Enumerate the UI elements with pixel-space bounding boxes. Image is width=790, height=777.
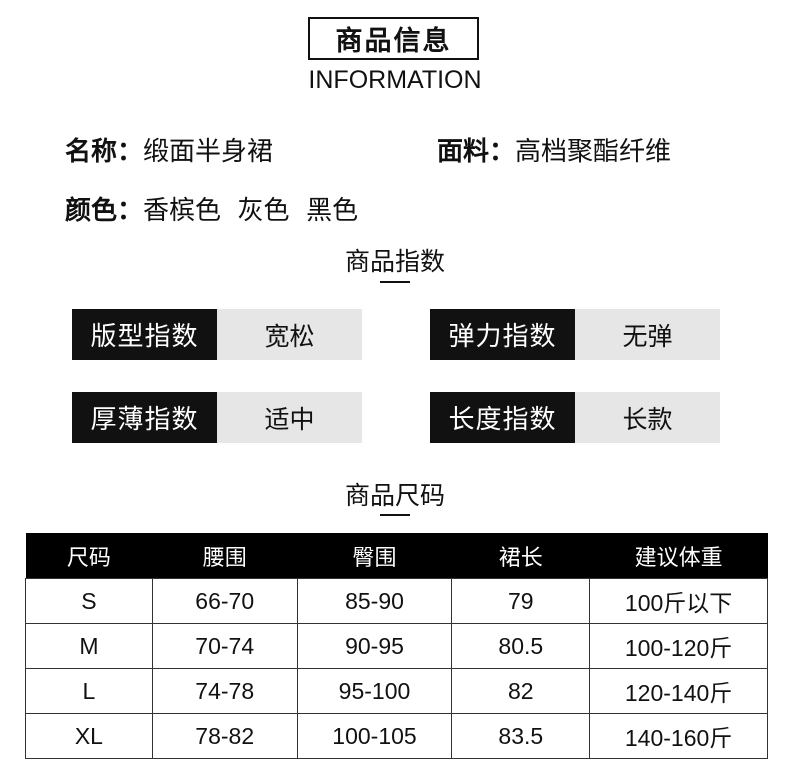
info-name: 名称：缎面半身裙 (65, 131, 273, 168)
index-key: 长度指数 (430, 392, 575, 443)
fabric-value: 高档聚酯纤维 (515, 137, 672, 167)
table-cell: L (25, 668, 153, 714)
table-row: M 70-74 90-95 80.5 100-120斤 (25, 623, 768, 669)
divider (380, 514, 410, 516)
index-item: 厚薄指数 适中 (72, 392, 362, 443)
table-cell: 74-78 (151, 668, 298, 714)
table-cell: XL (25, 713, 153, 759)
index-key: 弹力指数 (430, 309, 575, 360)
name-label: 名称： (65, 137, 144, 167)
size-table: 尺码 腰围 臀围 裙长 建议体重 S 66-70 85-90 79 100斤以下 M 70-… (25, 533, 768, 759)
info-color: 颜色：香槟色 灰色 黑色 (65, 190, 358, 227)
table-cell: 120-140斤 (589, 668, 768, 714)
table-cell: 79 (451, 578, 591, 624)
table-cell: 83.5 (451, 713, 591, 759)
column-header: 腰围 (152, 533, 298, 579)
column-header: 臀围 (297, 533, 452, 579)
index-value: 长款 (575, 392, 720, 443)
size-section-title: 商品尺码 (344, 481, 445, 510)
table-cell: 100-105 (296, 713, 453, 759)
color-value: 香槟色 灰色 黑色 (143, 196, 359, 226)
table-row: S 66-70 85-90 79 100斤以下 (25, 578, 768, 624)
index-value: 无弹 (575, 309, 720, 360)
table-cell: 90-95 (296, 623, 453, 669)
index-item: 弹力指数 无弹 (430, 309, 720, 360)
table-cell: 80.5 (451, 623, 591, 669)
table-cell: 100-120斤 (589, 623, 768, 669)
index-key: 厚薄指数 (72, 392, 217, 443)
table-cell: 100斤以下 (589, 578, 768, 624)
index-key: 版型指数 (72, 309, 217, 360)
table-cell: 95-100 (296, 668, 453, 714)
index-item: 版型指数 宽松 (72, 309, 362, 360)
color-label: 颜色： (65, 196, 144, 226)
table-cell: M (25, 623, 153, 669)
subtitle: INFORMATION (308, 66, 482, 94)
column-header: 尺码 (25, 533, 153, 579)
table-row: L 74-78 95-100 82 120-140斤 (25, 668, 768, 714)
table-cell: 70-74 (151, 623, 298, 669)
table-cell: 85-90 (296, 578, 453, 624)
column-header: 建议体重 (589, 533, 768, 579)
divider (380, 281, 410, 283)
table-cell: 66-70 (151, 578, 298, 624)
table-cell: 140-160斤 (589, 713, 768, 759)
title-box: 商品信息 (308, 17, 479, 60)
table-cell: 78-82 (151, 713, 298, 759)
name-value: 缎面半身裙 (143, 137, 274, 167)
table-cell: S (25, 578, 153, 624)
index-section-title: 商品指数 (344, 247, 445, 276)
fabric-label: 面料： (437, 137, 516, 167)
column-header: 裙长 (451, 533, 590, 579)
index-value: 宽松 (217, 309, 362, 360)
index-value: 适中 (217, 392, 362, 443)
table-row: XL 78-82 100-105 83.5 140-160斤 (25, 713, 768, 759)
table-cell: 82 (451, 668, 591, 714)
index-item: 长度指数 长款 (430, 392, 720, 443)
info-fabric: 面料：高档聚酯纤维 (437, 131, 671, 168)
table-header-row: 尺码 腰围 臀围 裙长 建议体重 (25, 533, 768, 579)
